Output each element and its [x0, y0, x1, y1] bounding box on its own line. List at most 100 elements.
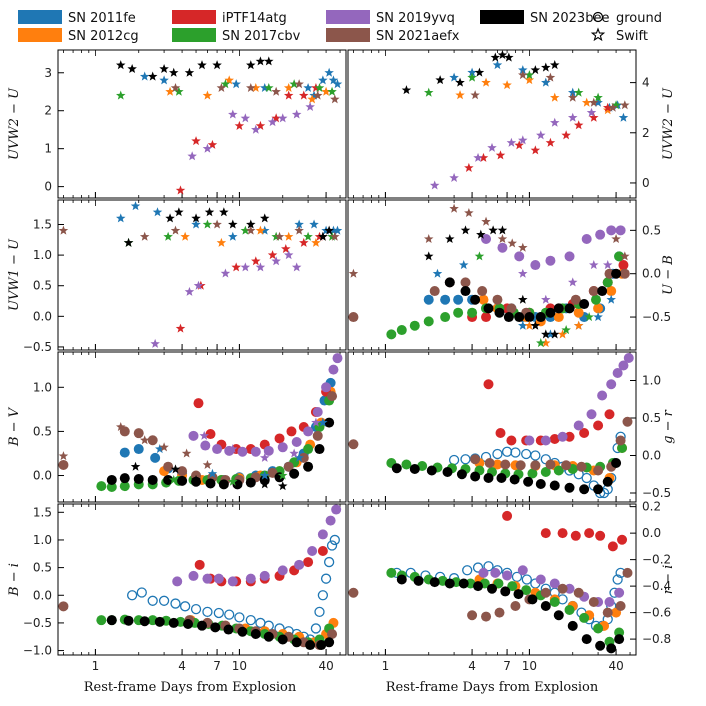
y-tick-label: 0.5 [33, 424, 52, 438]
y-tick-label: 1 [44, 142, 52, 156]
data-point [316, 640, 327, 651]
data-point [611, 458, 622, 468]
y-tick-label: 0.5 [642, 411, 661, 425]
data-point [305, 101, 315, 111]
data-point [435, 75, 445, 85]
data-point [483, 303, 494, 314]
data-point [202, 606, 213, 618]
data-point [271, 86, 281, 96]
panel-data [348, 510, 633, 654]
panel-frame [347, 503, 637, 656]
x-tick-label: 40 [608, 659, 623, 673]
y-axis-label: UVW1 − U [7, 238, 22, 311]
legend-label-iptf14atg: iPTF14atg [222, 11, 287, 26]
legend-swatch-sn-2012cg [18, 28, 62, 42]
data-point [579, 484, 590, 495]
data-point [58, 459, 69, 470]
panel-uvw1-u: −0.5 0.0 0.5 1.0 1.5 UVW1 − U [7, 199, 347, 354]
data-point [197, 620, 207, 631]
data-point [255, 225, 266, 235]
data-point [154, 616, 165, 627]
legend-swatch-sn-2017cbv [172, 28, 216, 42]
data-point [246, 225, 256, 235]
data-point [259, 470, 270, 480]
data-point [581, 634, 592, 645]
data-point [318, 75, 328, 85]
data-point [413, 575, 424, 586]
series-sn-2021aefx-star [470, 70, 630, 112]
panel-frame [57, 49, 347, 199]
data-point [611, 234, 621, 244]
data-point [207, 139, 218, 149]
data-point [219, 207, 229, 217]
data-point [283, 231, 294, 241]
data-point [456, 469, 467, 480]
series-sn-2019yvq-star [187, 101, 315, 161]
y-tick-label: 0 [642, 176, 650, 190]
data-point [477, 286, 488, 297]
data-point [123, 615, 134, 626]
data-point [455, 77, 465, 87]
panel-data [401, 50, 630, 190]
data-point [506, 137, 517, 147]
data-point [527, 594, 538, 605]
data-point [423, 234, 434, 244]
data-point [497, 234, 508, 244]
data-point [263, 445, 274, 456]
data-point [612, 574, 623, 585]
data-point [318, 231, 328, 241]
data-point [564, 482, 575, 493]
panel-frame [57, 351, 347, 503]
data-point [303, 82, 313, 92]
data-point [614, 251, 625, 262]
legend-marker-ground: ground [592, 11, 662, 26]
panels: 0 1 2 3 UVW2 − U 0 2 4 UVW2 − U −0.5 0.0 0.5 1.0 1.5 U… [7, 49, 676, 673]
data-point [606, 379, 617, 390]
data-point [483, 561, 494, 572]
data-point [179, 601, 191, 612]
legend-label-sn-2019yvq: SN 2019yvq [376, 11, 455, 26]
y-tick-label: 0.0 [33, 469, 52, 483]
data-point [240, 262, 251, 272]
series-sn-2021aefx-star [58, 422, 213, 469]
series-sn-2017cbv-star [168, 470, 288, 486]
y-axis-label: B − V [7, 406, 22, 447]
data-point [323, 556, 335, 568]
data-point [502, 510, 513, 521]
data-point [524, 75, 535, 85]
data-point [620, 100, 630, 110]
data-point [228, 231, 238, 241]
data-point [119, 481, 130, 492]
data-point [251, 256, 261, 266]
x-tick-label: 1 [92, 659, 100, 673]
data-point [504, 52, 514, 62]
series-sn-2023bee-star [130, 461, 288, 491]
data-point [184, 67, 195, 77]
data-point [294, 452, 304, 462]
data-point [174, 86, 184, 96]
data-point [294, 219, 304, 229]
data-point [324, 417, 335, 428]
data-point [604, 409, 615, 420]
data-point [177, 475, 188, 486]
data-point [518, 70, 528, 80]
panel-data [115, 56, 343, 195]
data-point [159, 63, 169, 74]
panel-frame [347, 351, 637, 503]
y-tick-label: 1.0 [33, 248, 52, 262]
data-point [523, 476, 534, 487]
panel-r-i: 1 4 7 10 40 −0.8 −0.6 −0.4 −0.2 0.0 0.2 r − i [347, 500, 676, 673]
data-point [470, 454, 481, 465]
data-point [440, 312, 451, 323]
data-point [606, 643, 617, 654]
data-point [511, 571, 523, 583]
data-point [589, 260, 599, 270]
data-point [602, 260, 613, 270]
series-iptf14atg-star [175, 82, 321, 195]
data-point [579, 299, 590, 310]
data-point [170, 464, 181, 474]
data-point [168, 474, 179, 484]
series-sn-2019yvq-star [150, 250, 302, 348]
data-point [514, 251, 525, 262]
legend-entry-sn-2017cbv: SN 2017cbv [172, 28, 301, 44]
